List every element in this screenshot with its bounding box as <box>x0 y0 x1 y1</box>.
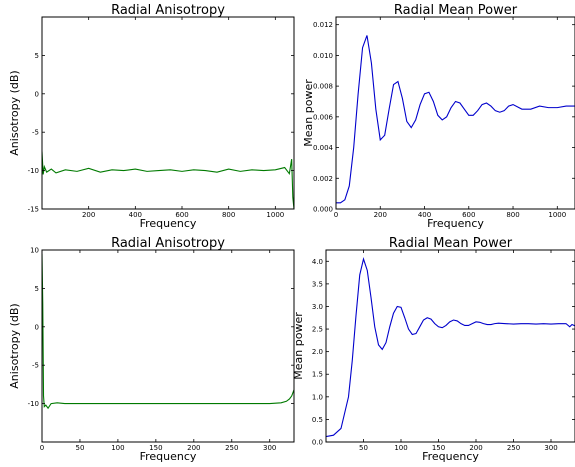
x-tick-label: 250 <box>225 444 238 452</box>
x-axis-label: Frequency <box>427 217 484 230</box>
x-tick-label: 300 <box>544 444 557 452</box>
panel-2: Radial Mean Power 0 200 400 600 800 1000 0.000 0… <box>302 3 575 230</box>
plot-frame <box>41 16 295 210</box>
y-tick-label: 3.0 <box>312 303 323 311</box>
y-tick-label: 0.002 <box>313 175 333 183</box>
x-tick-label: 600 <box>462 211 475 219</box>
y-tick-label: 5 <box>35 52 39 60</box>
y-tick-label: 0.000 <box>313 206 333 214</box>
panel-1: Radial Anisotropy 200 400 600 800 1000 -15 -10 -… <box>8 3 295 230</box>
y-tick-label: 0 <box>35 90 39 98</box>
x-tick-label: 400 <box>418 211 431 219</box>
y-tick-label: 0 <box>35 323 39 331</box>
plot-frame <box>41 249 295 443</box>
y-tick-label: 2.5 <box>312 326 323 334</box>
plot-frame <box>335 16 575 210</box>
y-tick-label: 0.0 <box>312 439 323 447</box>
x-tick-label: 200 <box>82 211 95 219</box>
y-tick-label: 0.004 <box>313 144 334 152</box>
y-tick-label: 2.0 <box>312 348 323 356</box>
x-tick-label: 0 <box>40 444 44 452</box>
chart-title: Radial Anisotropy <box>111 3 225 18</box>
y-axis-label: Anisotropy (dB) <box>8 303 21 388</box>
x-tick-label: 150 <box>149 444 162 452</box>
series-line-0 <box>336 35 575 204</box>
x-tick-label: 0 <box>334 211 338 219</box>
x-tick-label: 100 <box>111 444 124 452</box>
x-axis-label: Frequency <box>140 217 197 230</box>
chart-title: Radial Mean Power <box>394 3 518 18</box>
y-tick-label: 0.008 <box>313 83 333 91</box>
y-tick-label: 1.0 <box>312 393 323 401</box>
x-tick-label: 250 <box>507 444 520 452</box>
x-tick-label: 300 <box>263 444 276 452</box>
x-tick-label: 100 <box>394 444 407 452</box>
x-tick-label: 400 <box>129 211 142 219</box>
x-tick-label: 200 <box>374 211 387 219</box>
plot-frame <box>325 249 575 443</box>
panel-4: Radial Mean Power 50 100 150 200 250 300 0.0 0.5… <box>292 236 575 463</box>
y-axis-label: Mean power <box>292 312 305 380</box>
y-tick-label: -5 <box>32 129 39 137</box>
y-tick-label: -10 <box>28 167 39 175</box>
y-tick-label: -15 <box>28 206 39 214</box>
y-tick-label: 0.006 <box>313 113 334 121</box>
series-line-0 <box>42 253 294 410</box>
series-line-0 <box>42 151 294 209</box>
x-tick-label: 800 <box>222 211 235 219</box>
y-axis-label: Anisotropy (dB) <box>8 70 21 155</box>
y-tick-label: 10 <box>30 247 39 255</box>
x-tick-label: 200 <box>469 444 482 452</box>
chart-title: Radial Mean Power <box>389 236 513 251</box>
y-axis-label: Mean power <box>302 79 315 147</box>
x-tick-label: 1000 <box>548 211 566 219</box>
x-tick-label: 200 <box>187 444 200 452</box>
series-line-0 <box>326 257 575 438</box>
x-tick-label: 50 <box>359 444 368 452</box>
chart-title: Radial Anisotropy <box>111 236 225 251</box>
y-tick-label: 0.5 <box>312 416 323 424</box>
x-tick-label: 150 <box>432 444 445 452</box>
x-tick-label: 800 <box>506 211 519 219</box>
y-tick-label: 0.010 <box>313 52 333 60</box>
y-tick-label: -5 <box>32 362 39 370</box>
x-tick-label: 1000 <box>266 211 284 219</box>
x-axis-label: Frequency <box>140 450 197 463</box>
y-tick-label: 1.5 <box>312 371 323 379</box>
x-tick-label: 50 <box>75 444 84 452</box>
y-tick-label: 5 <box>35 285 39 293</box>
y-tick-label: -10 <box>28 400 39 408</box>
y-tick-label: 4.0 <box>312 258 323 266</box>
y-tick-label: 3.5 <box>312 280 323 288</box>
x-tick-label: 600 <box>175 211 188 219</box>
x-axis-label: Frequency <box>422 450 479 463</box>
y-tick-label: 0.012 <box>313 21 333 29</box>
